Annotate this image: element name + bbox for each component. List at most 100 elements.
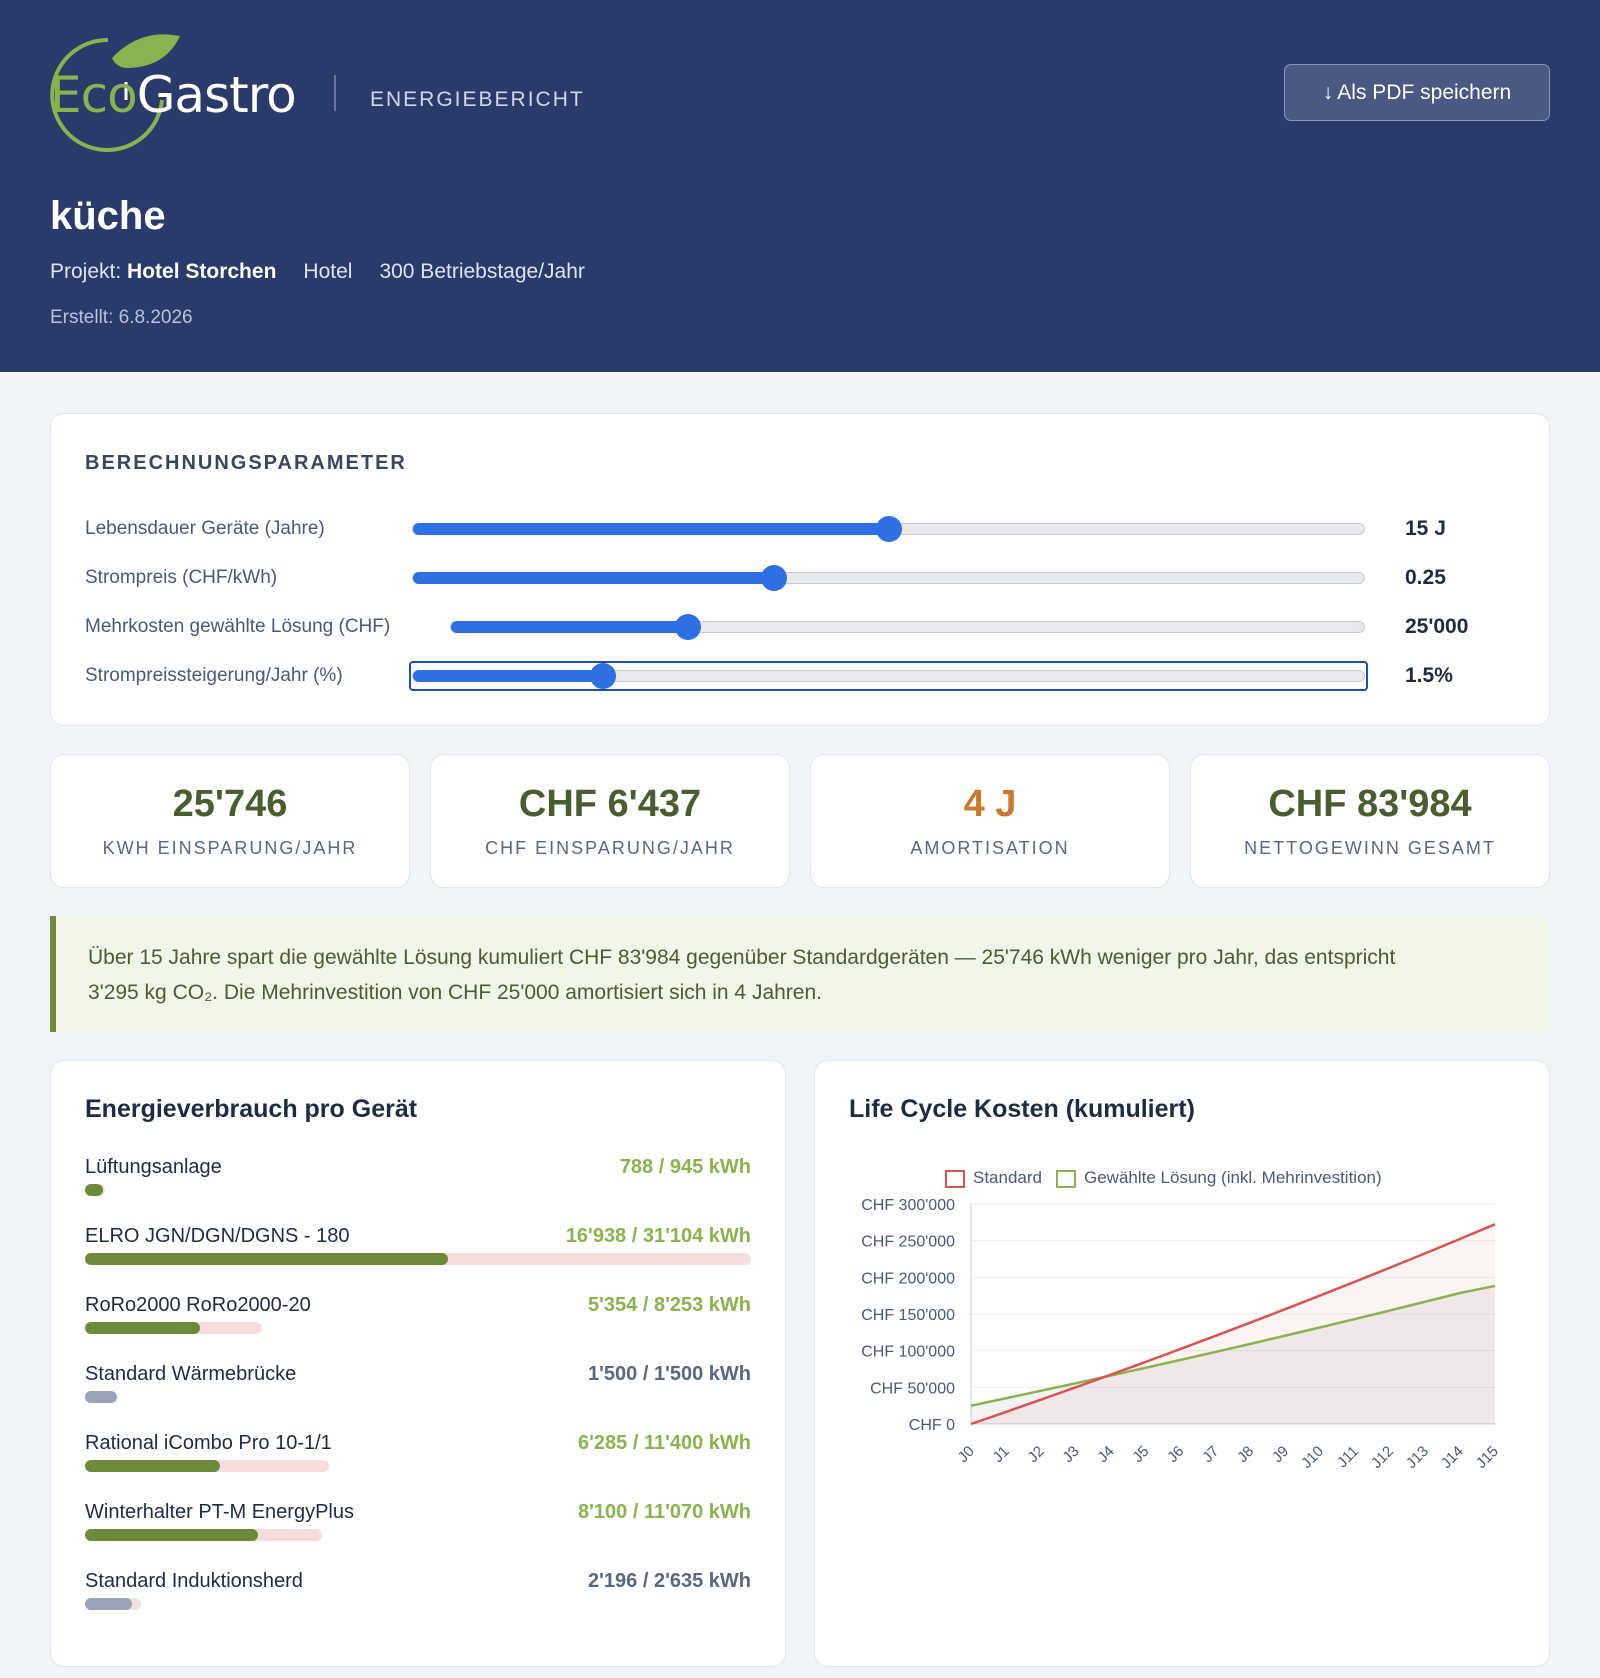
y-tick-label: CHF 150'000 [861, 1307, 955, 1324]
page-title: küche [50, 194, 166, 238]
chosen-series-line [970, 1284, 1496, 1407]
slider-focus-ring [409, 661, 1368, 691]
standard-series-line [970, 1223, 1496, 1426]
y-tick-label: CHF 200'000 [861, 1270, 955, 1287]
ecogastro-logo: EcoGastro [50, 30, 300, 155]
kpi-label: CHF EINSPARUNG/JAHR [485, 838, 735, 858]
param-label: Mehrkosten gewählte Lösung (CHF) [85, 616, 391, 637]
x-tick-label: J9 [1269, 1443, 1292, 1466]
x-tick-label: J14 [1438, 1443, 1467, 1472]
device-consumption: 16'938 / 31'104 kWh [565, 1225, 751, 1247]
param-slider[interactable] [450, 612, 1365, 642]
life-cycle-cost-card: Life Cycle Kosten (kumuliert) Standard G… [814, 1060, 1550, 1667]
param-label: Strompreissteigerung/Jahr (%) [85, 665, 343, 686]
chart-legend[interactable]: Standard Gewählte Lösung (inkl. Mehrinve… [945, 1168, 1382, 1188]
slider-fill [451, 621, 689, 633]
x-tick-label: J8 [1234, 1443, 1257, 1466]
chosen-consumption-bar [85, 1253, 448, 1265]
project-meta: Projekt: Hotel Storchen Hotel 300 Betrie… [50, 260, 585, 284]
y-tick-label: CHF 250'000 [861, 1234, 955, 1251]
x-tick-label: J13 [1403, 1443, 1432, 1472]
device-row: ELRO JGN/DGN/DGNS - 180 16'938 / 31'104 k… [85, 1225, 751, 1275]
kpi-label: KWH EINSPARUNG/JAHR [102, 838, 358, 858]
save-pdf-button[interactable]: ↓ Als PDF speichern [1284, 64, 1550, 121]
header-divider [334, 74, 336, 111]
y-tick-label: CHF 50'000 [870, 1380, 955, 1397]
logo-wordmark: EcoGastro [50, 66, 297, 124]
param-value: 1.5% [1405, 664, 1453, 687]
kpi-value: 4 J [963, 783, 1017, 825]
y-tick-label: CHF 300'000 [861, 1197, 955, 1214]
kpi-card: 4 J AMORTISATION [810, 754, 1170, 888]
energy-card-title: Energieverbrauch pro Gerät [85, 1095, 418, 1123]
kpi-card: CHF 6'437 CHF EINSPARUNG/JAHR [430, 754, 790, 888]
device-name: Winterhalter PT-M EnergyPlus [85, 1501, 354, 1523]
kpi-label: NETTOGEWINN GESAMT [1244, 838, 1496, 858]
x-tick-label: J10 [1298, 1443, 1327, 1472]
param-slider[interactable] [412, 514, 1365, 544]
param-slider[interactable] [412, 563, 1365, 593]
device-row: Standard Induktionsherd 2'196 / 2'635 kWh [85, 1570, 751, 1620]
device-consumption: 2'196 / 2'635 kWh [588, 1570, 751, 1592]
device-row: Winterhalter PT-M EnergyPlus 8'100 / 11'0… [85, 1501, 751, 1551]
summary-line-2: 3'295 kg CO₂. Die Mehrinvestition von CH… [88, 981, 822, 1004]
standard-area [971, 1224, 1495, 1424]
x-tick-label: J4 [1094, 1443, 1117, 1466]
parameters-heading: BERECHNUNGSPARAMETER [85, 452, 407, 474]
x-tick-label: J2 [1024, 1443, 1047, 1466]
report-tag: ENERGIEBERICHT [370, 87, 585, 111]
param-value: 15 J [1405, 517, 1446, 540]
y-tick-label: CHF 100'000 [861, 1344, 955, 1361]
slider-thumb[interactable] [675, 614, 702, 640]
created-date: Erstellt: 6.8.2026 [50, 307, 193, 328]
report-header: EcoGastro ENERGIEBERICHT ↓ Als PDF speic… [0, 0, 1600, 372]
kpi-card: CHF 83'984 NETTOGEWINN GESAMT [1190, 754, 1550, 888]
x-tick-label: J0 [955, 1443, 978, 1466]
param-value: 0.25 [1405, 566, 1446, 589]
x-tick-label: J6 [1164, 1443, 1187, 1466]
kpi-value: CHF 83'984 [1268, 783, 1472, 825]
chosen-consumption-bar [85, 1322, 200, 1334]
slider-track[interactable] [412, 565, 1365, 591]
param-row: Mehrkosten gewählte Lösung (CHF) 25'000 [85, 612, 1515, 642]
y-tick-label: CHF 0 [909, 1417, 955, 1434]
kpi-value: CHF 6'437 [518, 783, 702, 825]
energy-per-device-card: Energieverbrauch pro Gerät Lüftungsanlag… [50, 1060, 786, 1667]
parameters-card: BERECHNUNGSPARAMETER Lebensdauer Geräte … [50, 413, 1550, 726]
param-label: Lebensdauer Geräte (Jahre) [85, 518, 325, 539]
param-label: Strompreis (CHF/kWh) [85, 567, 278, 588]
project-name: Hotel Storchen [127, 260, 277, 283]
slider-track[interactable] [450, 614, 1365, 640]
x-tick-label: J12 [1368, 1443, 1397, 1472]
slider-track[interactable] [412, 516, 1365, 542]
slider-thumb[interactable] [875, 516, 902, 542]
chosen-consumption-bar [85, 1391, 118, 1403]
x-tick-label: J11 [1334, 1443, 1362, 1471]
device-row: Rational iCombo Pro 10-1/1 6'285 / 11'400… [85, 1432, 751, 1482]
legend-item-chosen[interactable]: Gewählte Lösung (inkl. Mehrinvestition) [1056, 1168, 1382, 1188]
chosen-consumption-bar [85, 1460, 220, 1472]
logo-row: EcoGastro ENERGIEBERICHT [50, 30, 585, 155]
device-row: RoRo2000 RoRo2000-20 5'354 / 8'253 kWh [85, 1294, 751, 1344]
x-tick-label: J5 [1129, 1443, 1152, 1466]
chosen-consumption-bar [85, 1598, 133, 1610]
summary-callout: Über 15 Jahre spart die gewählte Lösung … [50, 916, 1550, 1032]
operating-days: 300 Betriebstage/Jahr [379, 260, 585, 283]
slider-fill [413, 523, 889, 535]
slider-track[interactable] [412, 663, 1365, 689]
slider-thumb[interactable] [590, 663, 617, 689]
lcc-line-chart: CHF 0 CHF 50'000 CHF 100'000 CHF 150'000 CHF… [861, 1197, 1502, 1472]
device-name: Standard Wärmebrücke [85, 1363, 297, 1385]
x-tick-label: J7 [1199, 1443, 1222, 1466]
legend-swatch-standard [945, 1169, 965, 1188]
legend-item-standard[interactable]: Standard [945, 1168, 1042, 1188]
slider-thumb[interactable] [761, 565, 788, 591]
param-row: Strompreissteigerung/Jahr (%) 1.5% [85, 661, 1515, 691]
chosen-area [971, 1285, 1495, 1424]
lcc-card-title: Life Cycle Kosten (kumuliert) [849, 1095, 1195, 1123]
param-value: 25'000 [1405, 615, 1469, 638]
kpi-card: 25'746 KWH EINSPARUNG/JAHR [50, 754, 410, 888]
save-pdf-label: Als PDF speichern [1337, 80, 1512, 104]
param-slider[interactable] [409, 661, 1368, 691]
device-row: Standard Wärmebrücke 1'500 / 1'500 kWh [85, 1363, 751, 1413]
